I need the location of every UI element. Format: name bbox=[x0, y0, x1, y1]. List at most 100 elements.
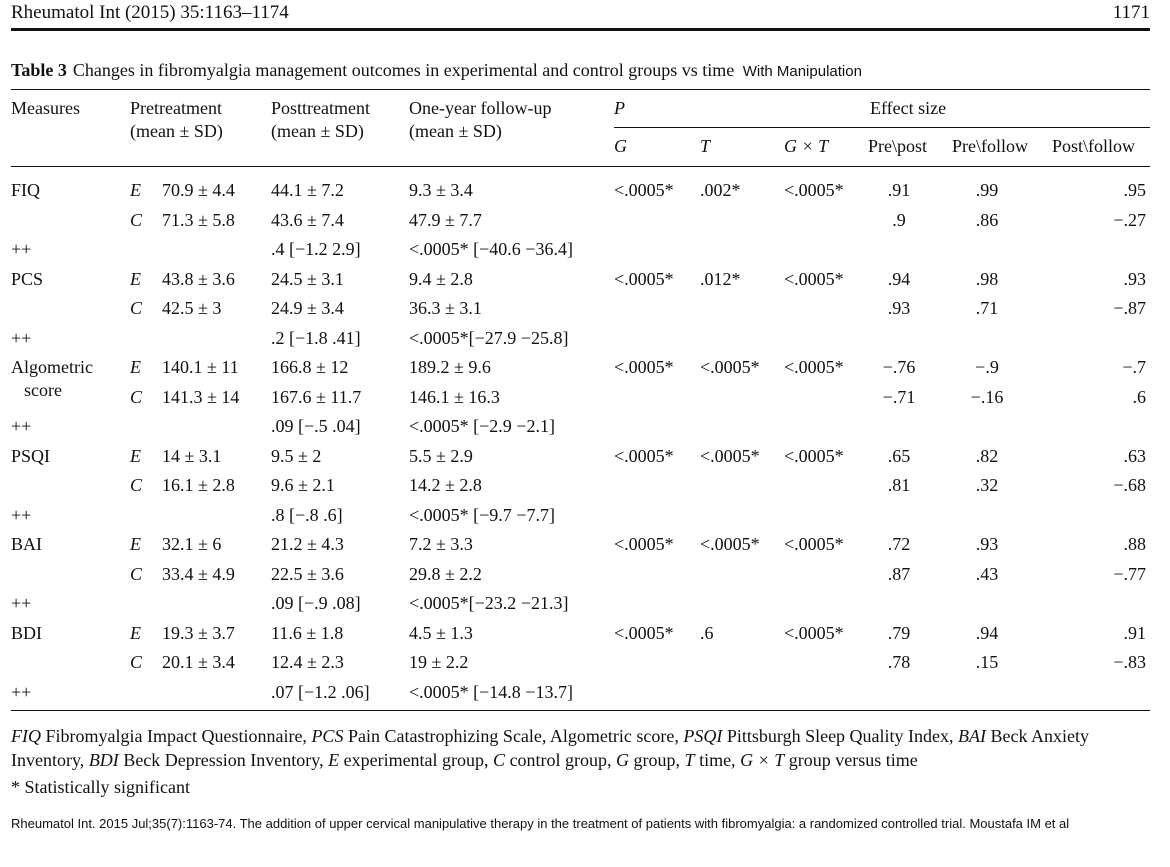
effect-size-pre-follow: .71 bbox=[975, 298, 999, 318]
effect-size-post-follow: −.83 bbox=[1113, 652, 1146, 672]
effect-size-post-follow: .95 bbox=[1123, 180, 1147, 200]
footnote-abbreviation: FIQ bbox=[11, 726, 41, 746]
pretreatment-value: 32.1 ± 6 bbox=[162, 534, 222, 554]
p-value-g: <.0005* bbox=[614, 357, 674, 377]
measure-name: BAI bbox=[11, 534, 42, 554]
group-label: E bbox=[130, 180, 141, 200]
effect-size-post-follow: −.77 bbox=[1113, 563, 1146, 584]
footnote-description: Beck Depression Inventory, bbox=[118, 750, 329, 770]
followup-value: 29.8 ± 2.2 bbox=[409, 563, 482, 584]
posttreatment-value: 9.5 ± 2 bbox=[271, 445, 322, 466]
p-value-t: .002* bbox=[700, 180, 741, 200]
column-header-pretreatment: Pretreatment bbox=[130, 98, 222, 118]
followup-value: 7.2 ± 3.3 bbox=[409, 534, 473, 554]
effect-size-pre-post: −.71 bbox=[882, 386, 916, 407]
effect-size-pre-follow: .98 bbox=[975, 268, 999, 289]
comparison-label: ++ bbox=[11, 593, 32, 613]
page-header: Rheumatol Int (2015) 35:1163–1174 1171 bbox=[11, 2, 1150, 31]
group-label: C bbox=[130, 652, 143, 672]
column-header-pretreatment-unit: (mean ± SD) bbox=[130, 121, 223, 141]
table-caption: Table 3 Changes in fibromyalgia managemen… bbox=[11, 60, 862, 81]
effect-size-pre-follow: .86 bbox=[975, 209, 999, 230]
posttreatment-value: 11.6 ± 1.8 bbox=[271, 622, 344, 643]
measure-name: BDI bbox=[11, 622, 42, 643]
group-label: C bbox=[130, 563, 143, 584]
comparison-followup: <.0005* [−14.8 −13.7] bbox=[409, 681, 573, 702]
effect-size-post-follow: .93 bbox=[1123, 268, 1147, 289]
followup-value: 189.2 ± 9.6 bbox=[409, 357, 491, 377]
pretreatment-value: 43.8 ± 3.6 bbox=[162, 268, 235, 289]
table-rule bbox=[868, 127, 1150, 128]
effect-size-post-follow: .88 bbox=[1123, 534, 1147, 554]
posttreatment-value: 166.8 ± 12 bbox=[271, 357, 349, 377]
column-header-p: P bbox=[614, 98, 625, 118]
column-header-effect-size: Effect size bbox=[870, 98, 947, 118]
group-label: E bbox=[130, 622, 141, 643]
citation: Rheumatol Int. 2015 Jul;35(7):1163-74. T… bbox=[11, 816, 1070, 831]
footnote-abbreviation: PCS bbox=[311, 726, 344, 746]
measure-name: FIQ bbox=[11, 180, 41, 200]
p-value-t: .6 bbox=[700, 622, 714, 643]
table-rule bbox=[11, 89, 1150, 90]
effect-size-pre-post: .72 bbox=[887, 534, 911, 554]
pretreatment-value: 20.1 ± 3.4 bbox=[162, 652, 235, 672]
effect-size-pre-follow: .99 bbox=[975, 180, 999, 200]
comparison-followup: <.0005* [−9.7 −7.7] bbox=[409, 504, 555, 525]
effect-size-post-follow: −.87 bbox=[1113, 298, 1146, 318]
footnote-abbreviation: PSQI bbox=[683, 726, 723, 746]
footnote-description: Pain Catastrophizing Scale, Algometric s… bbox=[343, 726, 684, 746]
group-label: C bbox=[130, 298, 143, 318]
pretreatment-value: 33.4 ± 4.9 bbox=[162, 563, 235, 584]
column-header-g: G bbox=[614, 136, 627, 156]
comparison-post: .4 [−1.2 2.9] bbox=[271, 239, 361, 259]
group-label: C bbox=[130, 475, 143, 495]
page-number: 1171 bbox=[1112, 2, 1150, 23]
followup-value: 146.1 ± 16.3 bbox=[409, 386, 500, 407]
effect-size-pre-post: .81 bbox=[887, 475, 911, 495]
pretreatment-value: 71.3 ± 5.8 bbox=[162, 209, 235, 230]
posttreatment-value: 21.2 ± 4.3 bbox=[271, 534, 344, 554]
effect-size-pre-post: −.76 bbox=[882, 357, 916, 377]
footnote-abbreviation: E bbox=[328, 750, 340, 770]
p-value-g: <.0005* bbox=[614, 445, 674, 466]
p-value-t: <.0005* bbox=[700, 445, 760, 466]
followup-value: 4.5 ± 1.3 bbox=[409, 622, 473, 643]
comparison-label: ++ bbox=[11, 239, 32, 259]
column-header-posttreatment: Posttreatment bbox=[271, 98, 370, 118]
effect-size-pre-follow: −.16 bbox=[970, 386, 1004, 407]
column-header-followup: One-year follow-up bbox=[409, 98, 552, 118]
table-caption-text: Changes in fibromyalgia management outco… bbox=[72, 60, 735, 80]
footnote-abbreviation: BDI bbox=[88, 750, 119, 770]
column-header-pre-follow: Pre\follow bbox=[952, 136, 1028, 156]
table-rule bbox=[11, 710, 1150, 711]
group-label: E bbox=[130, 445, 141, 466]
effect-size-pre-post: .91 bbox=[887, 180, 911, 200]
p-value-gxt: <.0005* bbox=[784, 534, 844, 554]
table-label: Table 3 bbox=[11, 60, 67, 80]
effect-size-post-follow: .6 bbox=[1132, 386, 1147, 407]
column-header-pre-post: Pre\post bbox=[868, 136, 928, 156]
p-value-g: <.0005* bbox=[614, 622, 674, 643]
footnote-description: group, bbox=[629, 750, 685, 770]
p-value-gxt: <.0005* bbox=[784, 180, 844, 200]
measure-name: score bbox=[24, 380, 62, 400]
posttreatment-value: 24.5 ± 3.1 bbox=[271, 268, 344, 289]
column-header-measures: Measures bbox=[11, 98, 80, 118]
pretreatment-value: 42.5 ± 3 bbox=[162, 298, 222, 318]
p-value-gxt: <.0005* bbox=[784, 268, 844, 289]
p-value-gxt: <.0005* bbox=[784, 357, 844, 377]
comparison-post: .2 [−1.8 .41] bbox=[271, 327, 361, 348]
column-header-posttreatment-unit: (mean ± SD) bbox=[271, 121, 364, 141]
followup-value: 19 ± 2.2 bbox=[409, 652, 469, 672]
footnote-abbreviation: G × T bbox=[740, 750, 785, 770]
measure-name: PSQI bbox=[11, 445, 51, 466]
posttreatment-value: 12.4 ± 2.3 bbox=[271, 652, 344, 672]
p-value-g: <.0005* bbox=[614, 534, 674, 554]
table-rule bbox=[11, 166, 1150, 167]
pretreatment-value: 19.3 ± 3.7 bbox=[162, 622, 235, 643]
pretreatment-value: 16.1 ± 2.8 bbox=[162, 475, 235, 495]
table-rule bbox=[614, 127, 869, 128]
effect-size-pre-follow: .32 bbox=[975, 475, 999, 495]
effect-size-pre-post: .94 bbox=[887, 268, 911, 289]
table-footnote: FIQ Fibromyalgia Impact Questionnaire, P… bbox=[11, 724, 1151, 772]
